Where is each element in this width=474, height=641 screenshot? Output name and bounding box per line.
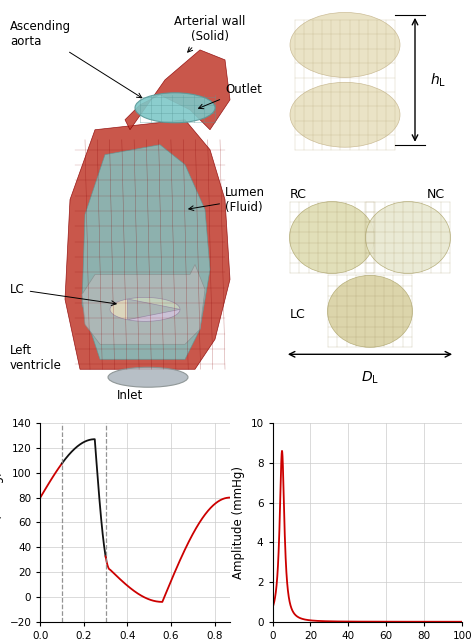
Text: Lumen
(Fluid): Lumen (Fluid) xyxy=(189,186,265,213)
Text: $h_{\rm L}$: $h_{\rm L}$ xyxy=(430,71,446,88)
Y-axis label: Pressure (mmHg): Pressure (mmHg) xyxy=(0,471,4,574)
Text: Left
ventricle: Left ventricle xyxy=(10,344,62,372)
Polygon shape xyxy=(128,310,180,321)
Ellipse shape xyxy=(328,276,412,347)
Text: RC: RC xyxy=(290,188,307,201)
Text: Outlet: Outlet xyxy=(199,83,262,109)
Polygon shape xyxy=(82,265,205,344)
Polygon shape xyxy=(128,297,180,310)
Text: $D_{\rm L}$: $D_{\rm L}$ xyxy=(361,369,379,386)
Text: Inlet: Inlet xyxy=(117,389,143,402)
Ellipse shape xyxy=(290,12,400,78)
Polygon shape xyxy=(65,120,230,369)
Ellipse shape xyxy=(135,93,215,123)
Text: LC: LC xyxy=(10,283,116,306)
Text: NC: NC xyxy=(427,188,445,201)
Ellipse shape xyxy=(365,202,450,274)
Polygon shape xyxy=(125,50,230,129)
Text: Ascending
aorta: Ascending aorta xyxy=(10,20,142,97)
Ellipse shape xyxy=(108,367,188,387)
Text: LC: LC xyxy=(290,308,306,321)
Y-axis label: Amplitude (mmHg): Amplitude (mmHg) xyxy=(232,466,245,579)
Polygon shape xyxy=(82,145,210,360)
Polygon shape xyxy=(110,299,128,320)
Ellipse shape xyxy=(290,82,400,147)
Ellipse shape xyxy=(290,202,374,274)
Text: Arterial wall
(Solid): Arterial wall (Solid) xyxy=(174,15,246,52)
